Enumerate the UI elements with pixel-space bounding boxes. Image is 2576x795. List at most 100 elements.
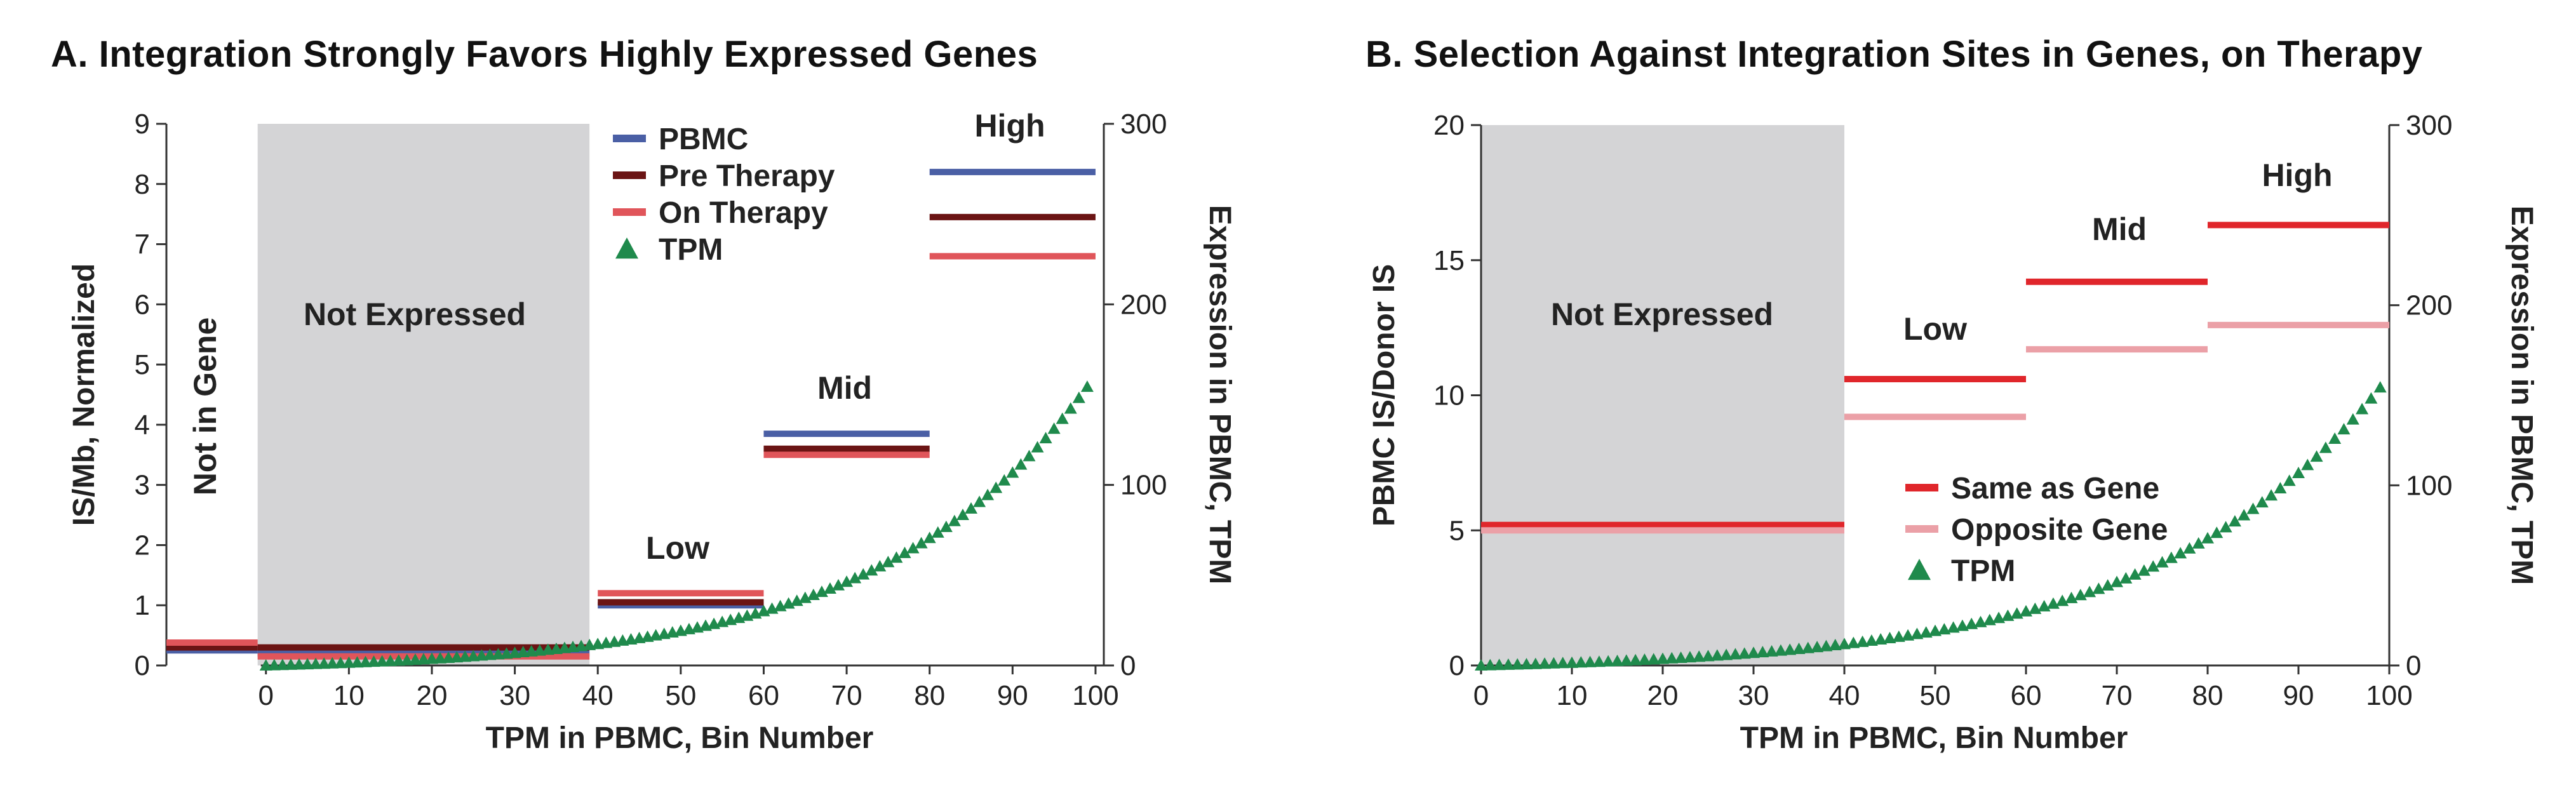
legend-label: TPM [659,233,723,267]
segment-label: Mid [2092,211,2147,247]
tpm-point [965,502,978,514]
legend-tpm-marker [615,237,638,259]
tpm-point [2101,579,2114,591]
tpm-point [359,655,372,667]
x-tick-label: 0 [258,680,274,711]
tpm-point [1039,432,1052,444]
tpm-point [790,594,803,606]
tpm-point [798,591,812,603]
tpm-point [1080,380,1094,392]
tpm-point [2083,585,2096,598]
tpm-point [2201,531,2214,544]
tpm-point [2346,413,2359,425]
tpm-point [2356,403,2369,415]
tpm-point [1511,658,1524,670]
tpm-point [2065,591,2078,603]
y-tick-label: 6 [135,289,150,320]
y2-tick-label: 300 [2406,110,2452,141]
tpm-point [2001,609,2015,621]
x-tick-label: 60 [748,680,779,711]
tpm-point [1919,626,1933,638]
tpm-point [2255,496,2269,508]
tpm-point [873,559,887,571]
tpm-point [1520,658,1533,670]
tpm-point [1910,627,1924,639]
tpm-point [2156,556,2169,568]
x-tick-label: 100 [1072,680,1118,711]
tpm-point [1929,624,1942,636]
y-tick-label: 10 [1433,380,1465,411]
tpm-point [1738,647,1751,659]
tpm-point [857,568,870,580]
tpm-point [2328,432,2342,444]
tpm-point [1583,655,1597,667]
tpm-point [392,654,405,666]
tpm-point [259,659,272,671]
tpm-point [2119,571,2133,584]
tpm-point [400,653,413,665]
tpm-point [2029,602,2042,614]
tpm-point [1602,655,1615,667]
tpm-point [832,578,845,591]
tpm-point [1611,655,1624,667]
tpm-point [318,657,331,669]
tpm-point [1620,654,1633,666]
tpm-point [1974,615,1987,627]
segment-label: Low [1903,311,1967,347]
panel-b-title: B. Selection Against Integration Sites i… [1365,34,2423,75]
tpm-point [1811,641,1824,653]
y-tick-label: 2 [135,530,150,561]
tpm-point [1023,450,1036,462]
tpm-point [1056,412,1069,424]
tpm-point [1729,648,1742,660]
tpm-point [865,564,878,576]
tpm-point [1992,611,2006,624]
y-axis-title: PBMC IS/Donor IS [1367,264,1401,526]
x-tick-label: 30 [1738,680,1769,711]
tpm-point [1710,649,1724,661]
x-tick-label: 10 [333,680,365,711]
x-tick-label: 50 [665,680,696,711]
segment-label: Low [646,530,709,566]
tpm-point [367,655,380,667]
legend-label: On Therapy [659,196,828,230]
segment-label: High [2262,157,2332,193]
y-tick-label: 0 [1449,650,1465,681]
tpm-point [1638,653,1651,665]
tpm-point [2228,515,2241,527]
x-tick-label: 40 [582,680,614,711]
region-label: Not Expressed [1551,297,1773,332]
legend-label: PBMC [659,123,748,156]
tpm-point [1047,422,1061,434]
tpm-point [1064,402,1077,414]
tpm-point [384,654,397,666]
tpm-point [2373,381,2387,393]
tpm-point [1792,643,1806,655]
tpm-point [1874,633,1888,645]
tpm-point [1765,645,1778,657]
tpm-point [1629,653,1642,665]
tpm-point [2337,423,2351,435]
tpm-point [1938,623,1951,635]
x-tick-label: 80 [914,680,945,711]
tpm-point [2010,607,2023,619]
tpm-point [326,657,339,669]
y-tick-label: 20 [1433,110,1465,141]
region-label: Not Expressed [304,297,526,332]
tpm-point [2110,575,2123,587]
tpm-point [2192,537,2205,549]
tpm-point [1774,644,1787,656]
tpm-point [1574,656,1588,668]
region-label: Not in Gene [187,317,223,496]
tpm-point [898,546,911,558]
y2-tick-label: 100 [2406,470,2452,501]
tpm-point [2183,542,2196,554]
not-expressed-region [257,124,590,665]
tpm-point [1501,658,1515,670]
y-tick-label: 7 [135,229,150,260]
y2-tick-label: 100 [1120,470,1167,501]
tpm-point [284,658,297,670]
tpm-point [2020,605,2032,617]
tpm-point [2210,526,2224,538]
